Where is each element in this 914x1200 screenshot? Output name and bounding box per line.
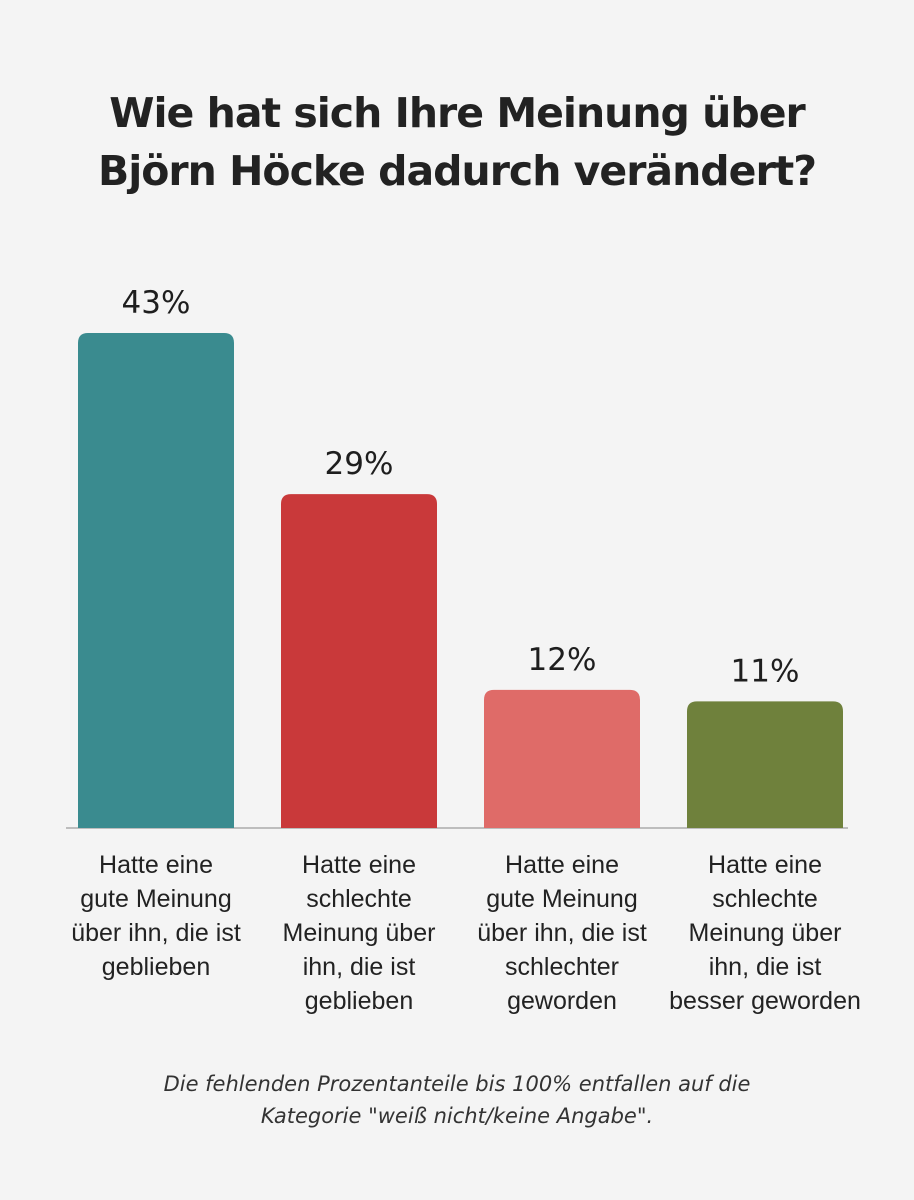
bar-value-label: 11% (731, 653, 800, 689)
chart-title-line: Björn Höcke dadurch verändert? (97, 147, 817, 195)
bar (484, 689, 640, 828)
category-label-line: schlechter (505, 953, 619, 981)
category-label-line: Meinung über (689, 919, 842, 947)
category-label-line: über ihn, die ist (71, 919, 241, 947)
category-label-line: Meinung über (283, 919, 436, 947)
category-label-line: Hatte eine (505, 851, 619, 879)
bar (687, 701, 843, 828)
bar (281, 494, 437, 828)
category-label-line: gute Meinung (486, 885, 638, 913)
category-label-line: gute Meinung (80, 885, 232, 913)
category-label-line: geblieben (102, 953, 210, 981)
category-label: Hatte eine gute Meinung über ihn, die ist s… (477, 851, 647, 1015)
bar (78, 333, 234, 828)
category-label: Hatte eine schlechte Meinung über ihn, die … (669, 851, 861, 1015)
category-label-line: Hatte eine (302, 851, 416, 879)
footnote: Die fehlenden Prozentanteile bis 100% en… (0, 1068, 914, 1132)
bar-value-label: 12% (528, 642, 597, 678)
bar-value-label: 29% (325, 446, 394, 482)
category-label-line: Hatte eine (708, 851, 822, 879)
category-label-line: schlechte (306, 885, 412, 913)
category-label-line: schlechte (712, 885, 818, 913)
category-label-line: ihn, die ist (303, 953, 416, 981)
footnote-line: Die fehlenden Prozentanteile bis 100% en… (163, 1072, 751, 1096)
chart-title: Wie hat sich Ihre Meinung über Björn Höc… (0, 84, 914, 200)
bar-value-label: 43% (122, 285, 191, 321)
category-label-line: Hatte eine (99, 851, 213, 879)
chart-title-line: Wie hat sich Ihre Meinung über (109, 89, 805, 137)
footnote-line: Kategorie "weiß nicht/keine Angabe". (260, 1104, 654, 1128)
category-label: Hatte eine gute Meinung über ihn, die ist g… (71, 851, 241, 981)
category-label-line: über ihn, die ist (477, 919, 647, 947)
category-label-line: ihn, die ist (709, 953, 822, 981)
category-label-line: besser geworden (669, 987, 861, 1015)
category-label-line: geblieben (305, 987, 413, 1015)
category-label: Hatte eine schlechte Meinung über ihn, die … (283, 851, 436, 1015)
category-label-line: geworden (507, 987, 617, 1015)
